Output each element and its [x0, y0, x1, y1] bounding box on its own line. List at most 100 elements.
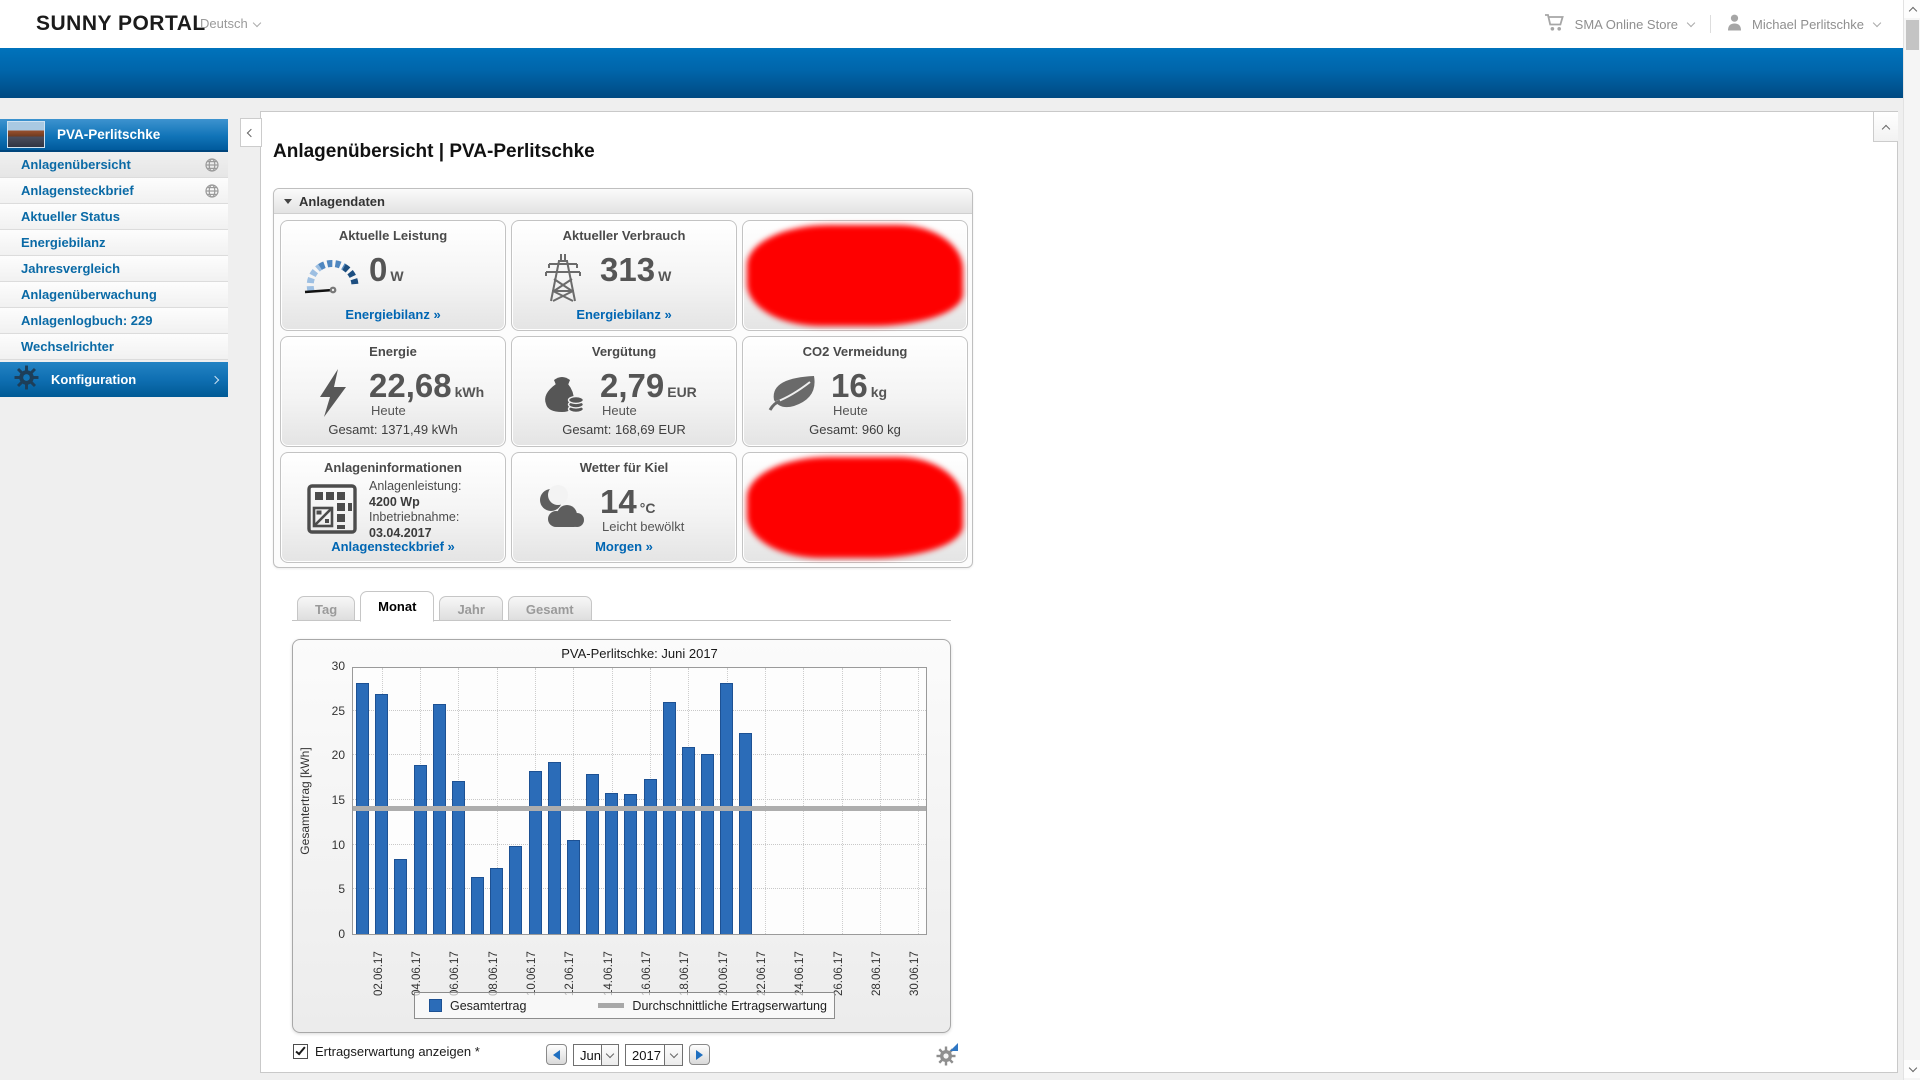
tile-energy: Energie 22,68 kWh Heute Gesamt: 1371,49 k…: [280, 336, 506, 447]
sidebar-item[interactable]: Anlagenlogbuch: 229: [0, 308, 228, 334]
divider: [1710, 15, 1711, 33]
chevron-down-icon: [1872, 18, 1882, 27]
chart-bar: [662, 701, 676, 934]
tab-tag[interactable]: Tag: [297, 596, 356, 621]
co2-total: Gesamt: 960 kg: [809, 422, 901, 437]
tab-jahr[interactable]: Jahr: [439, 596, 503, 621]
tab-gesamt[interactable]: Gesamt: [507, 596, 592, 621]
year-select[interactable]: 2017: [625, 1044, 683, 1066]
language-dropdown[interactable]: Deutsch: [200, 0, 261, 48]
tile-revenue: Vergütung 2,79 EUR Heute Gesamt: 168,69 E…: [511, 336, 737, 447]
energy-unit: kWh: [454, 384, 485, 400]
sidebar-item[interactable]: Jahresvergleich: [0, 256, 228, 282]
chart-bar: [432, 704, 446, 934]
tab-monat[interactable]: Monat: [360, 591, 435, 622]
energy-balance-link[interactable]: Energiebilanz »: [345, 307, 441, 322]
chart-panel: PVA-Perlitschke: Juni 2017 Gesamtertrag …: [292, 639, 951, 1033]
sidebar-item-label: Jahresvergleich: [21, 261, 121, 276]
cart-icon: [1544, 13, 1565, 35]
revenue-unit: EUR: [667, 384, 697, 400]
sidebar-item[interactable]: Aktueller Status: [0, 204, 228, 230]
page-scrollbar[interactable]: [1903, 0, 1920, 1080]
sunny-portal-logo: SUNNY PORTAL: [36, 12, 206, 35]
x-tick-label: 16.06.17: [641, 951, 654, 996]
globe-icon: [205, 158, 219, 177]
plant-power-value: 4200 Wp: [369, 494, 420, 509]
weather-tomorrow-link[interactable]: Morgen »: [595, 539, 653, 554]
sidebar-item[interactable]: Anlagenüberwachung: [0, 282, 228, 308]
sidebar-item-label: Anlagenübersicht: [21, 157, 131, 172]
tile-co2: CO2 Vermeidung 16 kg Heute Gesamt: 960 kg: [742, 336, 968, 447]
commissioning-value: 03.04.2017: [369, 525, 432, 540]
chevron-left-icon: [246, 128, 256, 137]
month-value: Jun: [580, 1047, 601, 1063]
tile-title: CO2 Vermeidung: [802, 344, 908, 359]
tile-title: Anlageninformationen: [324, 460, 462, 475]
grid-line-h: [353, 843, 926, 845]
plant-profile-link[interactable]: Anlagensteckbrief »: [331, 539, 455, 554]
print-icon[interactable]: [935, 1042, 959, 1066]
co2-unit: kg: [870, 384, 888, 400]
chart-bar: [509, 845, 523, 934]
energy-balance-link[interactable]: Energiebilanz »: [576, 307, 672, 322]
header-band: [0, 48, 1920, 98]
revenue-value: 2,79: [600, 367, 665, 404]
plant-data-panel-header[interactable]: Anlagendaten: [274, 189, 972, 214]
tile-title: Aktueller Verbrauch: [562, 228, 686, 243]
previous-month-button[interactable]: [546, 1044, 567, 1065]
tile-title: Energie: [369, 344, 417, 359]
sidebar-plant-header[interactable]: PVA-Perlitschke: [0, 119, 228, 152]
y-tick-label: 0: [338, 927, 345, 941]
next-month-button[interactable]: [689, 1044, 710, 1065]
weather-condition: Leicht bewölkt: [602, 519, 685, 534]
y-axis-label: Gesamtertrag [kWh]: [298, 747, 312, 855]
pylon-icon: [534, 251, 592, 303]
power-value: 0: [369, 251, 388, 288]
sidebar-item-konfiguration[interactable]: Konfiguration: [0, 362, 228, 397]
tile-redacted: [742, 220, 968, 331]
tile-current-consumption: Aktueller Verbrauch 31: [511, 220, 737, 331]
scroll-down-arrow[interactable]: [1904, 1060, 1920, 1078]
redaction-blob: [747, 457, 963, 558]
sidebar-item[interactable]: Anlagensteckbrief: [0, 178, 228, 204]
y-tick-label: 15: [331, 793, 345, 807]
sidebar-item[interactable]: Wechselrichter: [0, 334, 228, 360]
money-bag-icon: [534, 367, 592, 419]
x-tick-label: 18.06.17: [679, 951, 692, 996]
scrollbar-thumb[interactable]: [1906, 20, 1919, 50]
average-expectation-line: [353, 806, 926, 812]
sidebar-item-label: Anlagenüberwachung: [21, 287, 157, 302]
energy-value: 22,68: [369, 367, 452, 404]
chart-bar: [471, 876, 485, 934]
scroll-up-arrow[interactable]: [1904, 0, 1920, 18]
y-tick-label: 20: [331, 748, 345, 763]
tile-title: Aktuelle Leistung: [338, 228, 448, 243]
chart-bar: [624, 793, 638, 934]
sidebar-item[interactable]: Energiebilanz: [0, 230, 228, 256]
collapse-sidebar-button[interactable]: [240, 118, 262, 147]
grid-line-v: [573, 668, 575, 934]
y-tick-label: 5: [338, 882, 345, 897]
leaf-icon: [765, 367, 823, 419]
chevron-down-icon: [252, 18, 261, 27]
sidebar-menu: Anlagenübersicht Anlagensteckbrief Aktuell…: [0, 152, 228, 360]
user-menu[interactable]: Michael Perlitschke: [1752, 16, 1864, 32]
month-select[interactable]: Jun: [573, 1044, 619, 1066]
plant-name: PVA-Perlitschke: [57, 127, 161, 142]
user-icon: [1727, 14, 1742, 34]
chart-bar: [701, 754, 715, 934]
panel-title: Anlagendaten: [299, 193, 385, 209]
expectation-checkbox[interactable]: [293, 1044, 308, 1059]
dropdown-arrow-icon: [600, 1045, 618, 1065]
chart-bar: [490, 867, 504, 934]
collapse-header-button[interactable]: [1873, 112, 1898, 142]
expectation-checkbox-group[interactable]: Ertragserwartung anzeigen *: [293, 1044, 480, 1059]
globe-icon: [205, 184, 219, 203]
temperature-value: 14: [600, 483, 637, 520]
grid-line-v: [765, 668, 767, 934]
solar-panel-icon: [303, 483, 361, 535]
consumption-unit: W: [658, 268, 672, 284]
store-menu[interactable]: SMA Online Store: [1574, 16, 1678, 32]
sidebar-item[interactable]: Anlagenübersicht: [0, 152, 228, 178]
